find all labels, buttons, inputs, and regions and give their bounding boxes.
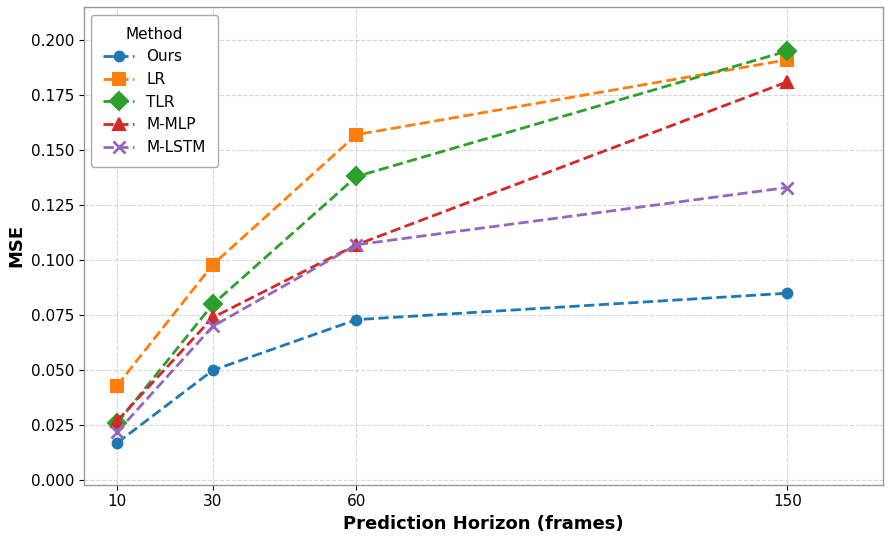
Line: TLR: TLR	[111, 45, 794, 429]
M-MLP	[782, 79, 793, 85]
TLR	[207, 301, 218, 307]
Ours	[112, 440, 123, 446]
Line: M-LSTM: M-LSTM	[111, 181, 794, 438]
TLR	[782, 48, 793, 54]
Ours	[782, 290, 793, 296]
M-MLP	[112, 417, 123, 424]
Y-axis label: MSE: MSE	[7, 224, 25, 267]
Ours	[352, 316, 362, 323]
M-LSTM	[352, 241, 362, 248]
Ours	[207, 367, 218, 374]
M-MLP	[352, 241, 362, 248]
TLR	[112, 420, 123, 427]
LR	[112, 382, 123, 389]
TLR	[352, 173, 362, 180]
LR	[207, 261, 218, 268]
M-LSTM	[207, 323, 218, 329]
M-LSTM	[112, 429, 123, 435]
LR	[782, 57, 793, 63]
Line: LR: LR	[111, 54, 793, 392]
Line: M-MLP: M-MLP	[111, 76, 794, 427]
M-LSTM	[782, 184, 793, 191]
X-axis label: Prediction Horizon (frames): Prediction Horizon (frames)	[343, 515, 624, 533]
M-MLP	[207, 314, 218, 321]
Legend: Ours, LR, TLR, M-MLP, M-LSTM: Ours, LR, TLR, M-MLP, M-LSTM	[92, 15, 218, 167]
LR	[352, 131, 362, 138]
Line: Ours: Ours	[112, 288, 792, 448]
